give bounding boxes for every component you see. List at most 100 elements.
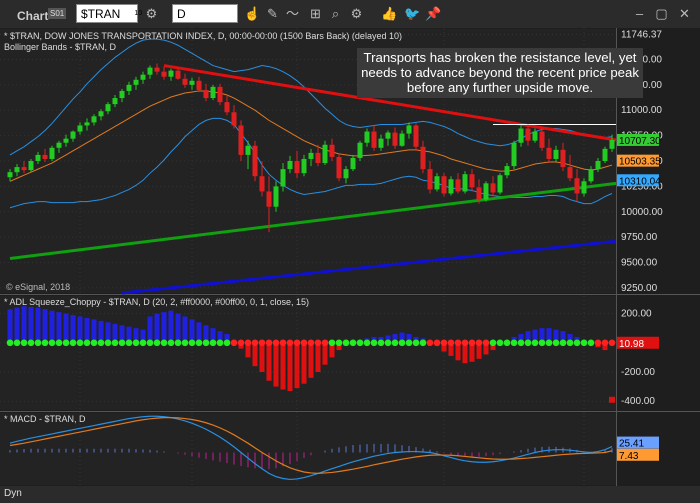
candle-body [28, 161, 34, 171]
price-header: * $TRAN, DOW JONES TRANSPORTATION INDEX,… [4, 31, 402, 41]
studies-icon[interactable]: ⊞ [310, 6, 321, 21]
candle-body [14, 167, 20, 173]
squeeze-bar [280, 342, 286, 390]
minimize-icon[interactable]: – [635, 6, 644, 21]
squeeze-dot [370, 339, 378, 347]
macd-badge-bg [617, 448, 659, 461]
squeeze-dot [160, 339, 168, 347]
candle-body [266, 191, 272, 207]
candle-body [581, 181, 587, 194]
candle-body [77, 125, 83, 132]
squeeze-dot [300, 339, 308, 347]
candle-body [532, 131, 538, 141]
squeeze-badge-bg [617, 336, 659, 349]
support-line-blue [121, 239, 617, 295]
squeeze-dot [34, 339, 42, 347]
close-icon[interactable]: ✕ [679, 6, 690, 21]
thumbs-up-icon[interactable]: 👍 [381, 6, 398, 21]
price-axis-label: 9500.00 [621, 258, 658, 269]
squeeze-dot [461, 339, 469, 347]
squeeze-bar [385, 335, 391, 343]
squeeze-bar [154, 313, 160, 343]
squeeze-dot [496, 339, 504, 347]
link-icon[interactable]: ⚙ [145, 6, 158, 21]
squeeze-bar [602, 342, 608, 351]
squeeze-dot [545, 339, 553, 347]
candle-body [322, 144, 328, 164]
dyn-label[interactable]: Dyn [4, 488, 22, 499]
squeeze-dot [314, 339, 322, 347]
squeeze-dot [475, 339, 483, 347]
squeeze-bar [287, 342, 293, 391]
candle-body [112, 98, 118, 105]
candle-body [371, 131, 377, 148]
price-axis-label: 9250.00 [621, 283, 658, 294]
squeeze-bar [140, 329, 146, 343]
hand-cursor-icon[interactable]: ☝ [244, 6, 261, 21]
timeframe-input[interactable]: D [172, 4, 238, 23]
pin-icon[interactable]: 📌 [425, 6, 442, 21]
macd-header: * MACD - $TRAN, D [4, 414, 86, 424]
candle-body [560, 149, 566, 168]
squeeze-bar [476, 342, 482, 359]
squeeze-bar [161, 312, 167, 343]
squeeze-bar [567, 334, 573, 343]
interval-badge: 10 [134, 10, 143, 17]
squeeze-dot [230, 339, 238, 347]
squeeze-dot [111, 339, 119, 347]
bollinger-mid [9, 90, 613, 182]
squeeze-axis-label: 200.00 [621, 309, 652, 320]
squeeze-dot [69, 339, 77, 347]
maximize-icon[interactable]: ▢ [655, 6, 668, 21]
candle-body [574, 178, 580, 194]
settings-icon[interactable]: ⚙ [350, 6, 363, 21]
candle-body [497, 175, 503, 193]
annotation-box: Transports has broken the resistance lev… [357, 48, 643, 98]
candle-body [35, 154, 41, 161]
squeeze-bar [98, 320, 104, 343]
search-icon[interactable]: ⌕ [331, 6, 340, 21]
squeeze-bar [7, 309, 13, 343]
squeeze-bar [203, 325, 209, 343]
candle-body [462, 174, 468, 192]
squeeze-dot [293, 339, 301, 347]
squeeze-dot [265, 339, 273, 347]
macd-signal [9, 417, 613, 474]
candle-body [21, 167, 27, 171]
squeeze-dot [146, 339, 154, 347]
toolbar: Chart S01 $TRAN 10 ⚙ D ☝ ✎ 〜 ⊞ ⌕ ⚙ 👍 🐦 📌 … [0, 0, 700, 29]
candle-body [469, 174, 475, 188]
squeeze-axis-label: -200.00 [621, 367, 655, 378]
squeeze-dot [223, 339, 231, 347]
symbol-text: $TRAN [81, 6, 121, 21]
squeeze-dot [510, 339, 518, 347]
twitter-icon[interactable]: 🐦 [404, 6, 421, 21]
squeeze-bar [301, 342, 307, 384]
squeeze-dot [76, 339, 84, 347]
bollinger-header: Bollinger Bands - $TRAN, D [4, 42, 117, 52]
squeeze-dot [83, 339, 91, 347]
support-line-green [9, 181, 617, 260]
candle-body [273, 186, 279, 207]
squeeze-dot [251, 339, 259, 347]
squeeze-bar [469, 342, 475, 362]
draw-pencil-icon[interactable]: ✎ [267, 6, 278, 21]
price-axis-label: 11746.37 [621, 29, 662, 40]
squeeze-dot [153, 339, 161, 347]
candle-body [588, 169, 594, 182]
resistance-line [163, 64, 617, 142]
squeeze-dot [349, 339, 357, 347]
symbol-input[interactable]: $TRAN 10 [76, 4, 142, 23]
squeeze-dot [174, 339, 182, 347]
squeeze-bar [168, 310, 174, 343]
price-badge: 10310.04 [619, 176, 661, 187]
squeeze-bar [175, 313, 181, 343]
squeeze-dot [244, 339, 252, 347]
candle-body [315, 152, 321, 164]
squeeze-dot [97, 339, 105, 347]
candle-body [525, 128, 531, 141]
wave-icon[interactable]: 〜 [285, 6, 299, 21]
candle-body [245, 145, 251, 155]
candle-body [175, 70, 181, 79]
